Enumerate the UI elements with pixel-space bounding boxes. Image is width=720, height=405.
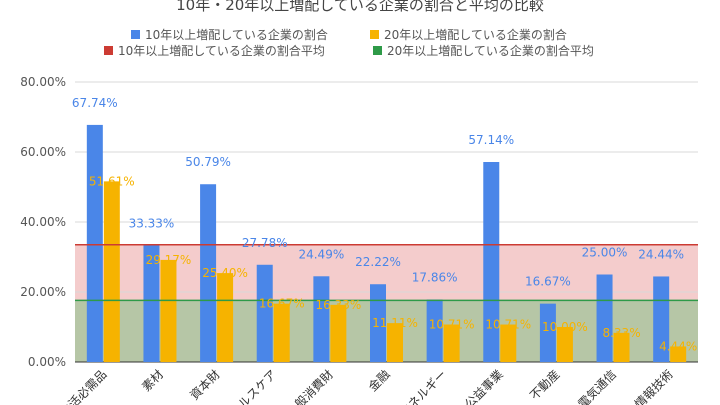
bar-series-1 [86,124,103,362]
x-tick-label: 金融 [365,367,393,395]
legend-swatch-series-2 [370,30,379,39]
bar-series-1 [200,184,217,362]
average-bands [75,244,698,362]
data-label-series-2: 10.71% [485,318,531,332]
bar-series-1 [256,264,273,362]
legend-swatch-average-2 [373,46,382,55]
x-tick-label: 資本財 [187,367,223,403]
y-tick-label: 20.00% [20,285,66,299]
x-tick-label: ヘルスケア [227,367,279,405]
y-tick-label: 40.00% [20,215,66,229]
data-labels: 67.74% 51.61% 33.33% 29.17% 50.79% 25.40% 27.7… [72,96,697,354]
bar-series-2 [556,327,573,362]
data-label-series-1: 24.49% [298,247,344,261]
data-label-series-2: 29.17% [146,253,192,267]
legend-label-series-2: 20年以上増配している企業の割合 [384,27,567,42]
bar-series-2 [217,273,234,362]
x-tick-label: 生活必需品 [57,367,109,405]
data-label-series-2: 10.00% [542,320,588,334]
bar-series-1 [596,274,613,362]
bar-series-1 [483,162,500,362]
data-label-series-1: 50.79% [185,155,231,169]
data-label-series-2: 10.71% [429,318,475,332]
legend-swatch-average-1 [104,46,113,55]
data-label-series-1: 16.67% [525,275,571,289]
bar-series-2 [670,346,687,362]
data-label-series-2: 51.61% [89,174,135,188]
data-label-series-1: 33.33% [129,216,175,230]
x-tick-label: 一般消費財 [283,367,336,405]
bar-series-2 [273,303,290,362]
x-tick-label: 情報技術 [632,367,676,405]
bar-series-1 [143,245,160,362]
data-label-series-2: 16.33% [315,298,361,312]
y-axis-ticks: 0.00% 20.00% 40.00% 60.00% 80.00% [20,75,66,369]
gridlines [75,81,698,363]
bar-series-2 [387,323,403,362]
legend-label-series-1: 10年以上増配している企業の割合 [145,27,328,42]
average-band-20yr [75,300,698,362]
data-label-series-1: 57.14% [468,133,514,147]
legend: 10年以上増配している企業の割合 20年以上増配している企業の割合 10年以上増… [104,27,594,58]
data-label-series-2: 25.40% [202,266,248,280]
bar-series-2 [330,304,347,362]
bar-series-1 [370,284,386,362]
bar-series-2 [160,259,177,362]
data-label-series-1: 17.86% [412,270,458,284]
data-label-series-2: 8.33% [602,326,640,340]
x-tick-label: 電気通信 [575,367,620,405]
average-band-10yr [75,244,698,301]
bar-series-1 [539,303,556,362]
legend-label-average-2: 20年以上増配している企業の割合平均 [387,43,594,58]
legend-label-average-1: 10年以上増配している企業の割合平均 [118,43,325,58]
legend-swatch-series-1 [131,30,140,39]
x-tick-label: 不動産 [526,367,562,403]
y-tick-label: 80.00% [20,75,66,89]
average-lines [75,244,698,302]
data-label-series-1: 22.22% [355,255,401,269]
bars [86,124,687,362]
y-tick-label: 0.00% [28,355,66,369]
x-axis-labels: 生活必需品 素材 資本財 ヘルスケア 一般消費財 金融 エネルギー 公益事業 不動産 電気通信 情報… [57,367,676,405]
data-label-series-2: 4.44% [659,339,697,353]
bar-series-1 [426,299,443,362]
data-label-series-1: 24.44% [638,247,684,261]
bar-series-2 [613,332,630,362]
y-tick-label: 60.00% [20,145,66,159]
bar-series-2 [500,324,517,362]
data-label-series-2: 11.11% [372,316,418,330]
data-label-series-1: 25.00% [582,246,628,260]
data-label-series-1: 27.78% [242,236,288,250]
bar-series-2 [443,324,460,362]
bar-series-1 [313,276,330,362]
bar-series-2 [103,181,120,362]
x-tick-label: 素材 [139,367,166,394]
chart-title: 10年・20年以上増配している企業の割合と平均の比較 [176,0,544,14]
x-tick-label: エネルギー [397,367,449,405]
x-tick-label: 公益事業 [462,367,506,405]
bar-series-1 [653,276,670,362]
data-label-series-1: 67.74% [72,96,118,110]
data-label-series-2: 16.67% [259,297,305,311]
